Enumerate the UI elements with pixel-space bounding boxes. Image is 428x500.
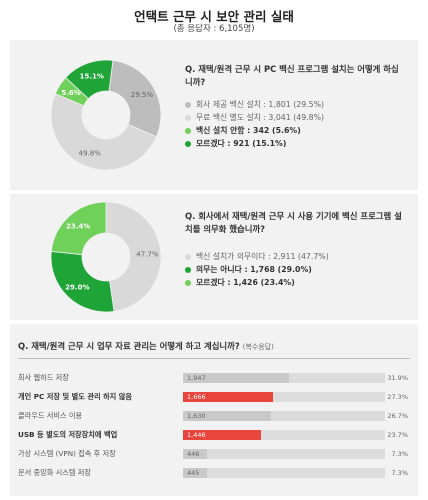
legend-label: 백신 설치가 의무이다 : 2,911 (47.7%) (196, 252, 329, 261)
donut-slice-label-4: 15.1% (80, 72, 104, 80)
donut-slice-4 (65, 59, 114, 100)
legend-label: 회사 제공 백신 설치 : 1,801 (29.5%) (196, 100, 325, 109)
bar-percent-label: 27.3% (387, 393, 408, 401)
bar (183, 411, 272, 421)
bar-value-label: 445 (187, 469, 200, 477)
donut-slice-label-2: 49.8% (79, 150, 102, 158)
donut-slice-label-3: 23.4% (66, 223, 90, 231)
legend-swatch (185, 253, 191, 260)
chart-panel-antivirus-mandate: 47.7% 29.0% 23.4% Q. 회사에서 재택/원격 근무 시 사용 기기… (10, 194, 418, 320)
legend-label: 모르겠다 : 921 (15.1%) (196, 139, 287, 148)
bar-category-label: 가상 시스템 (VPN) 접속 후 저장 (18, 449, 116, 458)
bar-row: 클라우드 서비스 이용 1,630 26.7% (18, 408, 410, 424)
chart-panel-data-management: Q. 재택/원격 근무 시 업무 자료 관리는 어떻게 하고 계십니까? (복수… (10, 324, 418, 496)
bar (183, 468, 208, 478)
bar-track (183, 468, 385, 478)
legend-swatch (185, 114, 191, 121)
bar (183, 449, 208, 459)
bar-percent-label: 31.9% (387, 374, 408, 382)
legend-item-1: 백신 설치가 의무이다 : 2,911 (47.7%) (185, 250, 410, 263)
donut-chart-antivirus-mandate: 47.7% 29.0% 23.4% (50, 201, 162, 313)
question-3: Q. 재택/원격 근무 시 업무 자료 관리는 어떻게 하고 계십니까? (복수… (18, 340, 274, 352)
legend-swatch (185, 266, 191, 273)
bar-track (183, 430, 385, 440)
donut-slice-label-1: 47.7% (136, 250, 159, 258)
donut-slice-label-1: 29.5% (131, 91, 154, 99)
bar-track (183, 392, 385, 402)
legend-label: 모르겠다 : 1,426 (23.4%) (196, 278, 295, 287)
legend-swatch (185, 127, 191, 134)
donut-chart-antivirus-install: 29.5% 49.8% 5.6% 15.1% (50, 59, 162, 171)
bar (183, 430, 262, 440)
divider (18, 358, 410, 359)
bar-value-label: 1,666 (187, 393, 206, 401)
chart-panel-antivirus-install: 29.5% 49.8% 5.6% 15.1% Q. 재택/원격 근무 시 PC 백신 … (10, 40, 418, 190)
bar-row: 회사 웹하드 저장 1,947 31.9% (18, 370, 410, 386)
bar-value-label: 446 (187, 450, 200, 458)
bar-category-label: 문서 중앙화 시스템 저장 (18, 468, 91, 477)
legend-label: 무료 백신 별도 설치 : 3,041 (49.8%) (196, 113, 325, 122)
donut-slice-label-3: 5.6% (61, 89, 80, 97)
bar-value-label: 1,947 (187, 374, 206, 382)
bar-category-label: USB 등 별도의 저장장치에 백업 (18, 430, 118, 439)
bar-category-label: 개인 PC 저장 및 별도 관리 하지 않음 (18, 392, 133, 401)
bar (183, 392, 274, 402)
donut-slice-1 (105, 201, 162, 312)
bar-percent-label: 23.7% (387, 431, 408, 439)
bar-value-label: 1,446 (187, 431, 206, 439)
bar-category-label: 회사 웹하드 저장 (18, 373, 69, 382)
bar-track (183, 373, 385, 383)
bar-category-label: 클라우드 서비스 이용 (18, 411, 83, 420)
donut-slice-2 (50, 93, 158, 171)
bar-percent-label: 7.3% (391, 469, 408, 477)
bar-percent-label: 26.7% (387, 412, 408, 420)
legend-item-1: 회사 제공 백신 설치 : 1,801 (29.5%) (185, 98, 410, 111)
donut-slice-3 (50, 201, 107, 255)
legend-item-4: 모르겠다 : 921 (15.1%) (185, 137, 410, 150)
legend-item-3: 모르겠다 : 1,426 (23.4%) (185, 276, 410, 289)
question-3-note: (복수응답) (242, 343, 274, 351)
bar (183, 373, 289, 383)
page-subtitle: (총 응답자 : 6,105명) (173, 24, 255, 34)
bar-track (183, 449, 385, 459)
legend-swatch (185, 279, 191, 286)
legend-label: 의무는 아니다 : 1,768 (29.0%) (196, 265, 312, 274)
bar-row: 개인 PC 저장 및 별도 관리 하지 않음 1,666 27.3% (18, 389, 410, 405)
legend-item-2: 의무는 아니다 : 1,768 (29.0%) (185, 263, 410, 276)
legend-1: 회사 제공 백신 설치 : 1,801 (29.5%) 무료 백신 별도 설치 :… (185, 98, 410, 150)
bar-row: USB 등 별도의 저장장치에 백업 1,446 23.7% (18, 427, 410, 443)
donut-slice-label-2: 29.0% (65, 284, 89, 292)
question-3-text: Q. 재택/원격 근무 시 업무 자료 관리는 어떻게 하고 계십니까? (18, 341, 240, 351)
bar-row: 가상 시스템 (VPN) 접속 후 저장 446 7.3% (18, 446, 410, 462)
legend-item-3: 백신 설치 안함 : 342 (5.6%) (185, 124, 410, 137)
page-title: 언택트 근무 시 보안 관리 실태 (134, 9, 294, 24)
bar-percent-label: 7.3% (391, 450, 408, 458)
question-1: Q. 재택/원격 근무 시 PC 백신 프로그램 설치는 어떻게 하십니까? (185, 64, 399, 87)
bar-row: 문서 중앙화 시스템 저장 445 7.3% (18, 465, 410, 481)
legend-swatch (185, 101, 191, 108)
legend-swatch (185, 140, 191, 147)
legend-label: 백신 설치 안함 : 342 (5.6%) (196, 126, 301, 135)
bar-value-label: 1,630 (187, 412, 206, 420)
question-2: Q. 회사에서 재택/원격 근무 시 사용 기기에 백신 프로그램 설치를 의무… (185, 211, 402, 234)
donut-slice-2 (50, 250, 115, 313)
donut-slice-1 (108, 59, 162, 138)
legend-2: 백신 설치가 의무이다 : 2,911 (47.7%) 의무는 아니다 : 1,7… (185, 250, 410, 289)
bar-track (183, 411, 385, 421)
legend-item-2: 무료 백신 별도 설치 : 3,041 (49.8%) (185, 111, 410, 124)
